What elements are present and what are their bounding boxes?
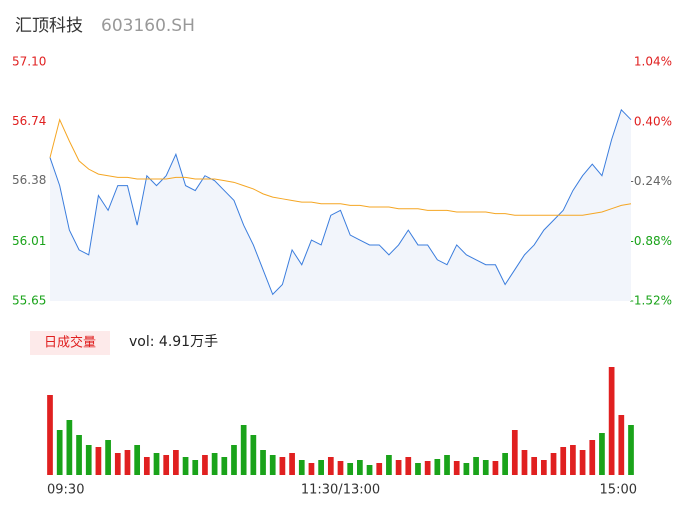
volume-text: vol: 4.91万手 bbox=[129, 334, 218, 350]
volume-bar bbox=[347, 463, 354, 475]
volume-bar bbox=[143, 457, 150, 475]
volume-bar bbox=[473, 457, 479, 475]
y2-tick-label: -1.52% bbox=[630, 294, 672, 308]
volume-bar bbox=[453, 461, 460, 475]
volume-bar bbox=[260, 450, 266, 475]
volume-label-bg bbox=[30, 331, 110, 355]
volume-bar bbox=[492, 461, 499, 475]
volume-bar bbox=[192, 460, 199, 475]
volume-bar bbox=[221, 457, 228, 475]
volume-bar bbox=[434, 459, 441, 475]
volume-bar bbox=[269, 455, 276, 475]
x-tick-label: 15:00 bbox=[600, 483, 637, 498]
volume-bar bbox=[395, 460, 402, 475]
volume-bar bbox=[76, 435, 82, 475]
volume-bar bbox=[608, 367, 615, 475]
volume-bar bbox=[250, 435, 257, 475]
price-line bbox=[49, 108, 632, 296]
volume-bar bbox=[502, 453, 508, 475]
volume-bar bbox=[85, 445, 92, 475]
volume-bar bbox=[531, 457, 538, 475]
y2-tick-label: -0.88% bbox=[630, 234, 672, 248]
volume-bar bbox=[366, 465, 373, 475]
volume-bar bbox=[511, 430, 518, 475]
volume-bar bbox=[327, 457, 334, 475]
volume-bar bbox=[211, 453, 218, 475]
volume-bar bbox=[298, 460, 305, 475]
volume-bar bbox=[308, 463, 315, 475]
volume-bar bbox=[386, 455, 392, 475]
volume-bar bbox=[56, 430, 63, 475]
volume-bar bbox=[599, 433, 605, 475]
volume-bar bbox=[182, 457, 189, 475]
volume-bar bbox=[105, 440, 111, 475]
volume-bar bbox=[124, 450, 131, 475]
y-tick-label: 56.01 bbox=[12, 234, 46, 248]
volume-bar bbox=[444, 455, 450, 475]
stock-name: 汇顶科技 bbox=[15, 16, 83, 36]
y-tick-label: 56.74 bbox=[12, 114, 46, 128]
y-tick-label: 57.10 bbox=[12, 55, 46, 69]
volume-bar bbox=[579, 450, 586, 475]
volume-bar bbox=[540, 460, 547, 475]
volume-bar bbox=[240, 425, 247, 475]
x-tick-label: 09:30 bbox=[47, 483, 84, 498]
volume-bar bbox=[134, 445, 141, 475]
stock-code: 603160.SH bbox=[101, 16, 195, 36]
y2-tick-label: 1.04% bbox=[634, 55, 672, 69]
volume-bar bbox=[405, 457, 412, 475]
volume-bar bbox=[95, 447, 102, 475]
volume-bar bbox=[521, 450, 528, 475]
avg-line bbox=[49, 118, 632, 216]
volume-bar bbox=[357, 460, 363, 475]
volume-bar bbox=[463, 463, 470, 475]
volume-bar bbox=[163, 455, 170, 475]
y-tick-label: 56.38 bbox=[12, 173, 46, 187]
volume-bar bbox=[47, 395, 53, 475]
volume-bar bbox=[289, 453, 295, 475]
y2-tick-label: -0.24% bbox=[630, 174, 672, 188]
volume-bar bbox=[550, 453, 557, 475]
volume-bar bbox=[318, 460, 324, 475]
volume-bar bbox=[589, 440, 596, 475]
volume-bar bbox=[482, 460, 489, 475]
volume-bar bbox=[279, 457, 286, 475]
volume-bar bbox=[618, 415, 625, 475]
x-tick-label: 11:30/13:00 bbox=[301, 483, 380, 498]
volume-bar bbox=[628, 425, 634, 475]
volume-bar bbox=[231, 445, 237, 475]
volume-bar bbox=[114, 453, 121, 475]
volume-bar bbox=[173, 450, 179, 475]
y-tick-label: 55.65 bbox=[12, 294, 46, 308]
volume-bar bbox=[66, 420, 73, 475]
volume-bar bbox=[337, 461, 344, 475]
price-area bbox=[50, 109, 631, 301]
volume-label: 日成交量 bbox=[44, 335, 96, 351]
volume-bar bbox=[202, 455, 208, 475]
y2-tick-label: 0.40% bbox=[634, 114, 672, 128]
volume-bar bbox=[424, 461, 431, 475]
volume-bar bbox=[560, 447, 567, 475]
volume-bar bbox=[570, 445, 576, 475]
volume-bar bbox=[376, 463, 383, 475]
volume-bar bbox=[153, 453, 160, 475]
volume-bar bbox=[415, 463, 421, 475]
